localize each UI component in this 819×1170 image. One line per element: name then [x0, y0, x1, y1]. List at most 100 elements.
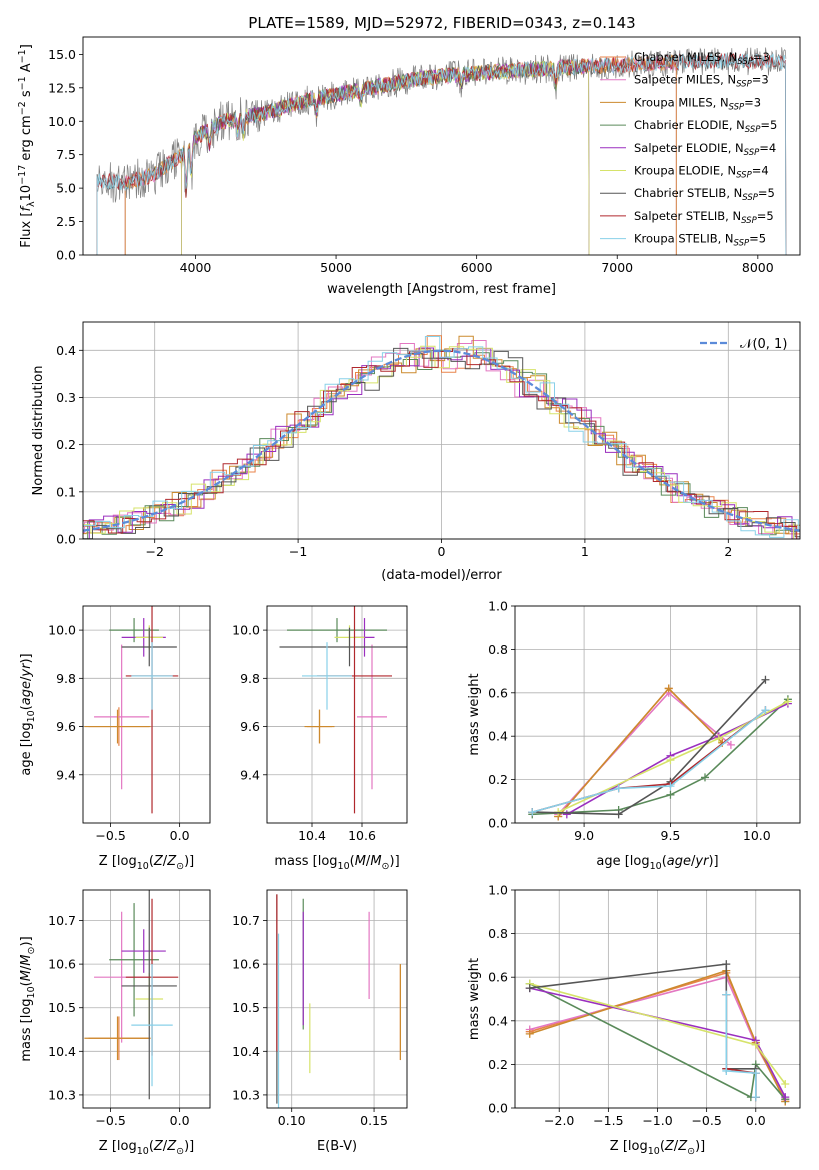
x-tick-label: 0: [438, 544, 446, 559]
y-axis-label: age [log10(age/yr)]: [19, 653, 37, 775]
y-tick-label: 0.4: [488, 1013, 508, 1028]
weight-point: [664, 684, 673, 693]
panel-residuals: −2 −1 0 1 2 0.0 0.1 0.2 0.3 0.4 𝒩(0, 1) (data-model…: [31, 321, 801, 583]
weight-point: [528, 808, 537, 817]
y-tick-label: 0.8: [488, 642, 508, 657]
x-tick-label: −1.5: [593, 1113, 623, 1128]
x-axis-label: mass [log10(M/M⊙)]: [274, 854, 399, 872]
x-tick-label: 7000: [601, 260, 633, 275]
y-tick-label: 0.2: [488, 1057, 508, 1072]
weight-point: [751, 1093, 760, 1102]
y-tick-label: 10.6: [232, 957, 260, 972]
y-tick-label: 0.6: [488, 685, 508, 700]
axes-frame: [266, 889, 408, 1109]
weight-lines: [528, 675, 792, 821]
error-bars: [276, 894, 402, 1108]
spectrum-lines: [96, 47, 787, 255]
weight-point: [726, 740, 735, 749]
legend-entry: Kroupa STELIB, NSSP=5: [634, 232, 766, 249]
weight-series: [529, 982, 786, 1100]
y-tick-label: 10.7: [48, 913, 76, 928]
y-tick-label: 1.0: [488, 883, 508, 898]
residual-histogram: [83, 345, 800, 539]
y-tick-label: 0.0: [56, 248, 76, 263]
y-tick-label: 0.4: [56, 343, 76, 358]
y-tick-label: 0.3: [56, 390, 76, 405]
x-axis-label: Z [log10(Z/Z⊙)]: [610, 1139, 705, 1157]
x-axis-label: Z [log10(Z/Z⊙)]: [99, 1139, 194, 1157]
weight-series: [532, 698, 789, 816]
y-tick-label: 0.4: [488, 729, 508, 744]
weight-point: [701, 773, 709, 782]
residual-histogram: [83, 347, 800, 539]
y-tick-label: 10.5: [48, 1000, 76, 1015]
legend-entry: Kroupa MILES, NSSP=3: [634, 95, 761, 112]
axes-frame: [514, 605, 801, 824]
weight-point: [666, 782, 675, 791]
error-bars: [279, 606, 407, 814]
residual-histogram: [83, 348, 800, 539]
panel-mass_age: 10.4 10.6 9.4 9.6 9.8 10.0 mass [log10(M/M⊙)]: [232, 605, 408, 872]
y-tick-label: 10.0: [48, 114, 76, 129]
weight-point: [761, 706, 770, 715]
axes-frame: [82, 36, 801, 256]
x-tick-label: −0.5: [95, 828, 125, 843]
y-tick-label: 15.0: [48, 47, 76, 62]
weight-series: [725, 994, 757, 1098]
weight-point: [614, 784, 623, 793]
x-tick-label: 9.0: [574, 828, 594, 843]
x-tick-label: 0.0: [746, 1113, 766, 1128]
axes-frame: [514, 889, 801, 1109]
y-tick-label: 0.8: [488, 926, 508, 941]
x-tick-label: 2: [724, 544, 732, 559]
weight-point: [666, 790, 675, 799]
x-tick-label: 4000: [180, 260, 212, 275]
y-tick-label: 0.2: [488, 772, 508, 787]
error-bars: [84, 606, 179, 814]
axes-frame: [82, 889, 211, 1109]
x-tick-label: 10.6: [348, 828, 376, 843]
axes-frame: [82, 321, 801, 540]
x-tick-label: 1: [581, 544, 589, 559]
y-tick-label: 10.0: [232, 623, 260, 638]
weight-point: [783, 697, 792, 706]
figure-title: PLATE=1589, MJD=52972, FIBERID=0343, z=0…: [248, 14, 635, 32]
legend-entry: Salpeter MILES, NSSP=3: [634, 73, 769, 90]
y-tick-label: 9.8: [56, 671, 76, 686]
weight-point: [722, 960, 731, 969]
residual-histogram: [83, 347, 800, 539]
panel-z_mass: −0.5 0.0 10.3 10.4 10.5 10.6 10.7 Z [log10(Z/Z⊙…: [19, 889, 211, 1157]
legend-entry: Kroupa ELODIE, NSSP=4: [634, 164, 769, 181]
weight-point: [714, 734, 723, 743]
weight-series: [529, 969, 787, 1102]
axes-frame: [266, 605, 408, 824]
y-tick-label: 10.6: [48, 957, 76, 972]
x-tick-label: −0.5: [691, 1113, 721, 1128]
x-tick-label: 10.4: [298, 828, 326, 843]
model-spectrum: [96, 52, 787, 255]
weight-point: [751, 1040, 760, 1049]
y-tick-label: 10.3: [232, 1087, 260, 1102]
x-tick-label: 0.0: [170, 828, 190, 843]
y-tick-label: 10.4: [48, 1044, 76, 1059]
y-axis-label: Normed distribution: [31, 366, 46, 496]
x-axis-label: Z [log10(Z/Z⊙)]: [99, 854, 194, 872]
y-tick-label: 2.5: [56, 214, 76, 229]
y-tick-label: 10.0: [48, 623, 76, 638]
x-tick-label: −2.0: [544, 1113, 574, 1128]
panel-z_age: −0.5 0.0 9.4 9.6 9.8 10.0 Z [log10(Z/Z⊙)] age […: [19, 605, 211, 872]
weight-point: [525, 984, 534, 993]
y-tick-label: 1.0: [488, 599, 508, 614]
weight-series: [532, 709, 766, 813]
x-tick-label: 6000: [461, 260, 493, 275]
y-axis-label: mass [log10(M/M⊙)]: [19, 936, 37, 1061]
weight-point: [761, 675, 770, 684]
weight-series: [529, 963, 757, 1098]
y-tick-label: 10.3: [48, 1087, 76, 1102]
panel-age_weight: 9.0 9.5 10.0 0.0 0.2 0.4 0.6 0.8 1.0 age [log10(a…: [467, 599, 801, 872]
weight-point: [722, 1066, 731, 1075]
panel-z_weight: −2.0 −1.5 −1.0 −0.5 0.0 0.0 0.2 0.4 0.6 0.8 1.0 Z […: [467, 883, 801, 1157]
weight-point: [562, 810, 571, 819]
weight-point: [751, 1069, 760, 1078]
